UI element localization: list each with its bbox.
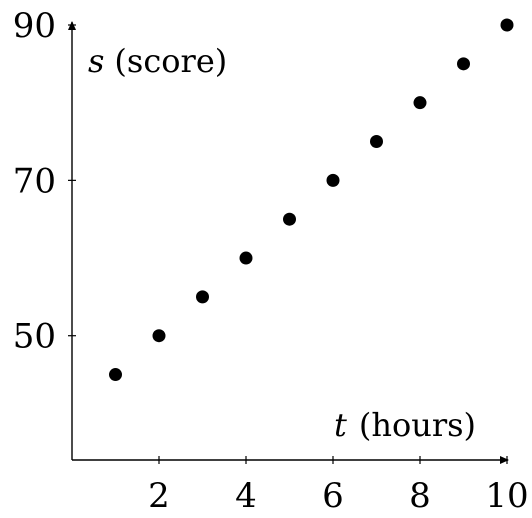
data-point <box>457 57 470 71</box>
data-point <box>239 251 253 265</box>
data-point <box>326 173 340 187</box>
data-points <box>109 18 514 382</box>
data-point <box>109 368 122 382</box>
y-axis-label: s (score) <box>88 42 227 80</box>
data-point <box>500 18 514 32</box>
data-point <box>196 290 209 304</box>
data-point <box>283 212 296 226</box>
data-point <box>152 329 166 343</box>
data-point <box>370 135 383 149</box>
data-point <box>413 96 427 110</box>
y-tick-label: 50 <box>13 317 56 357</box>
x-tick-label: 10 <box>485 476 528 516</box>
x-axis-label-unit: (hours) <box>359 406 476 444</box>
x-tick-label: 8 <box>409 476 431 516</box>
y-tick-label: 90 <box>13 6 56 46</box>
x-axis-label-var: t <box>334 406 347 444</box>
y-axis-label-unit: (score) <box>114 42 227 80</box>
y-tick-label: 70 <box>13 161 56 201</box>
y-tick-group: 50 70 90 <box>13 6 76 357</box>
x-tick-label: 4 <box>235 476 257 516</box>
x-axis-label: t (hours) <box>334 406 476 444</box>
y-axis-label-var: s <box>88 42 104 80</box>
x-tick-group: 2 4 6 8 10 <box>148 456 529 516</box>
x-tick-label: 2 <box>148 476 170 516</box>
x-tick-label: 6 <box>322 476 344 516</box>
